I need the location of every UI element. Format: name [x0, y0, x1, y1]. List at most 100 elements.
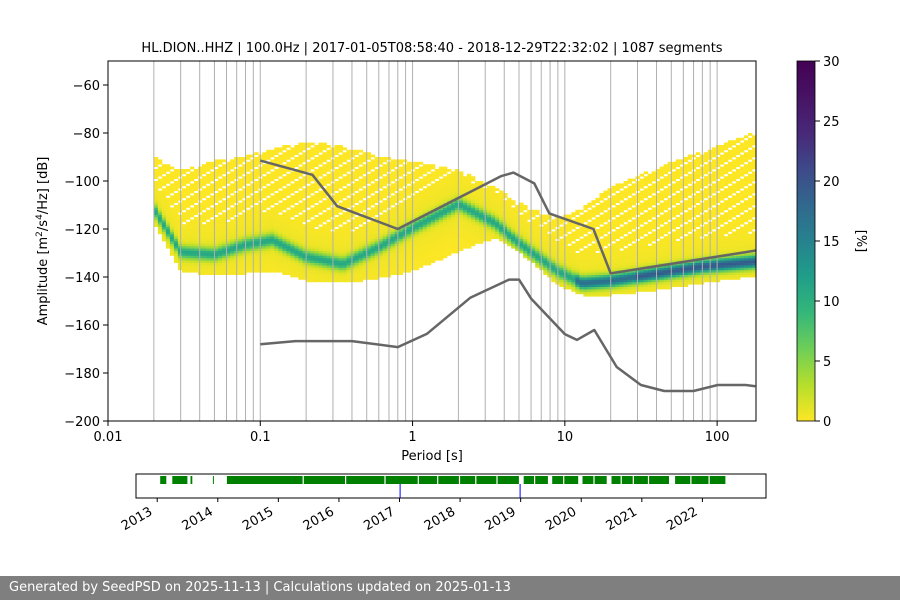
psd-cell	[438, 190, 444, 194]
psd-cell	[378, 238, 384, 242]
psd-cell	[286, 238, 291, 242]
psd-cell	[531, 241, 536, 244]
psd-cell	[338, 272, 343, 275]
psd-cell	[270, 195, 275, 199]
psd-cell	[671, 243, 677, 247]
psd-cell	[651, 289, 657, 292]
psd-cell	[302, 253, 307, 256]
psd-cell	[474, 205, 480, 208]
psd-cell	[591, 267, 596, 271]
psd-cell	[499, 231, 504, 235]
psd-cell	[527, 217, 532, 220]
psd-cell	[173, 195, 179, 199]
psd-cell	[374, 212, 380, 215]
psd-cell	[177, 248, 183, 251]
psd-cell	[342, 233, 347, 237]
psd-cell	[218, 178, 223, 182]
psd-cell	[434, 248, 440, 251]
psd-cell	[262, 217, 267, 220]
psd-cell	[603, 265, 608, 268]
psd-cell	[193, 250, 199, 254]
psd-cell	[157, 229, 163, 232]
psd-cell	[583, 277, 588, 280]
psd-cell	[338, 161, 343, 165]
psd-cell	[643, 284, 649, 287]
psd-cell	[607, 265, 612, 268]
psd-cell	[318, 197, 323, 201]
psd-cell	[326, 154, 331, 158]
psd-cell	[322, 224, 327, 227]
psd-cell	[350, 207, 355, 211]
psd-cell	[414, 253, 420, 256]
psd-cell	[639, 173, 644, 177]
psd-cell	[230, 238, 235, 242]
psd-cell	[338, 221, 343, 225]
psd-cell	[334, 243, 339, 247]
psd-cell	[603, 214, 608, 218]
psd-cell	[551, 274, 556, 278]
psd-cell	[266, 149, 271, 153]
psd-cell	[639, 195, 644, 199]
psd-cell	[667, 243, 673, 247]
psd-cell	[206, 217, 211, 220]
psd-cell	[579, 238, 584, 242]
psd-cell	[402, 241, 408, 244]
psd-cell	[430, 171, 436, 175]
psd-cell	[627, 291, 632, 295]
psd-cell	[659, 214, 665, 218]
psd-cell	[639, 190, 644, 194]
psd-cell	[274, 233, 279, 237]
psd-cell	[342, 214, 347, 218]
psd-cell	[394, 209, 400, 213]
psd-cell	[655, 171, 661, 175]
psd-cell	[479, 224, 484, 227]
psd-cell	[161, 226, 167, 230]
psd-cell	[298, 205, 303, 208]
psd-cell	[527, 214, 532, 218]
psd-cell	[479, 202, 484, 206]
psd-cell	[242, 248, 247, 251]
psd-cell	[290, 166, 295, 170]
psd-cell	[346, 202, 351, 206]
psd-cell	[515, 233, 520, 237]
psd-cell	[366, 176, 372, 179]
psd-cell	[306, 202, 311, 206]
psd-cell	[338, 209, 343, 213]
psd-cell	[487, 217, 492, 220]
psd-cell	[575, 217, 580, 220]
psd-cell	[254, 185, 259, 189]
psd-cell	[615, 274, 620, 278]
psd-cell	[230, 241, 235, 244]
psd-cell	[310, 229, 315, 232]
psd-cell	[611, 284, 616, 287]
psd-cell	[250, 207, 255, 211]
psd-cell	[631, 274, 636, 278]
psd-cell	[230, 214, 235, 218]
psd-cell	[667, 286, 673, 290]
psd-cell	[362, 260, 367, 263]
psd-cell	[623, 279, 628, 283]
psd-cell	[394, 173, 400, 177]
psd-cell	[270, 231, 275, 235]
psd-cell	[286, 169, 291, 172]
psd-cell	[647, 193, 653, 196]
psd-cell	[282, 269, 287, 273]
psd-cell	[663, 284, 669, 287]
psd-cell	[230, 176, 235, 179]
psd-cell	[286, 229, 291, 232]
psd-cell	[370, 159, 376, 163]
psd-cell	[242, 233, 247, 237]
psd-cell	[583, 226, 588, 230]
psd-cell	[659, 238, 665, 242]
psd-cell	[643, 217, 649, 220]
psd-cell	[571, 224, 576, 227]
psd-cell	[651, 286, 657, 290]
psd-cell	[619, 183, 624, 187]
psd-cell	[177, 257, 183, 261]
psd-cell	[354, 159, 359, 163]
psd-cell	[647, 262, 653, 266]
psd-cell	[639, 238, 644, 242]
psd-cell	[643, 281, 649, 285]
psd-cell	[198, 248, 203, 251]
psd-cell	[567, 253, 572, 256]
